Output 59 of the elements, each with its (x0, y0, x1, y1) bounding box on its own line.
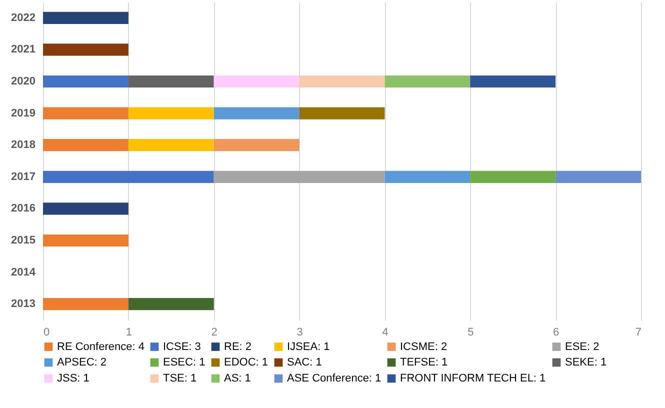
bar (384, 75, 470, 88)
bar (43, 202, 128, 215)
bar (556, 170, 641, 183)
bar (43, 12, 128, 24)
legend-label: RE Conference: 4 (57, 340, 144, 353)
bar (470, 170, 556, 183)
bar (214, 139, 300, 152)
y-tick-label: 2021 (11, 44, 36, 56)
y-tick-label: 2014 (11, 266, 36, 278)
bar (214, 107, 300, 120)
bar (299, 75, 385, 88)
y-tick-label: 2020 (11, 76, 36, 88)
x-tick-label: 6 (553, 326, 560, 338)
legend-label: JSS: 1 (57, 372, 90, 384)
y-tick-label: 2016 (11, 202, 36, 215)
legend-label: EDOC: 1 (224, 356, 268, 368)
bar (43, 298, 128, 310)
legend-label: ICSE: 3 (163, 340, 201, 353)
bar (43, 44, 128, 56)
y-tick-label: 2013 (11, 298, 36, 310)
bar (128, 75, 214, 88)
x-tick-label: 5 (468, 326, 474, 338)
x-tick-label: 3 (296, 326, 303, 338)
x-tick-label: 0 (44, 326, 50, 338)
legend-label: FRONT INFORM TECH EL: 1 (400, 372, 546, 384)
legend-label: ESEC: 1 (163, 356, 206, 368)
bar (470, 75, 556, 88)
bar (214, 170, 385, 183)
legend-label: SEKE: 1 (565, 356, 607, 368)
x-tick-label: 2 (211, 326, 218, 338)
bar (43, 234, 128, 247)
legend-label: ICSME: 2 (400, 340, 448, 353)
bar (128, 298, 214, 310)
legend-label: ASE Conference: 1 (287, 372, 382, 384)
x-tick-label: 1 (126, 326, 132, 338)
y-tick-label: 2022 (11, 12, 36, 24)
bar (43, 139, 128, 152)
y-tick-label: 2015 (11, 234, 36, 246)
legend-label: RE: 2 (224, 340, 252, 353)
x-tick-label: 7 (635, 326, 642, 338)
legend-label: IJSEA: 1 (287, 340, 330, 353)
y-tick-label: 2018 (11, 139, 36, 152)
legend-label: SAC: 1 (287, 356, 322, 368)
bar (43, 75, 128, 88)
legend-label: TSE: 1 (163, 372, 197, 384)
x-tick-label: 4 (382, 326, 388, 338)
legend-label: AS: 1 (224, 372, 251, 384)
bar (299, 107, 385, 120)
bar (128, 107, 214, 120)
bar (43, 170, 214, 183)
y-tick-label: 2019 (11, 107, 36, 120)
legend-label: TEFSE: 1 (400, 356, 448, 368)
bar (384, 170, 470, 183)
bar (214, 75, 300, 88)
legend-label: ESE: 2 (565, 340, 600, 353)
legend-label: APSEC: 2 (57, 356, 107, 368)
y-tick-label: 2017 (11, 170, 36, 183)
bar (128, 139, 214, 152)
bar (43, 107, 128, 120)
